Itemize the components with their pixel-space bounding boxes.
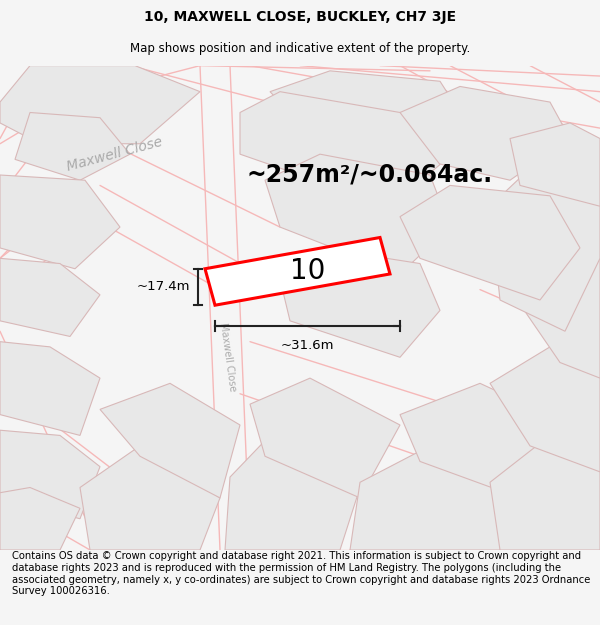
Polygon shape: [270, 71, 460, 154]
Polygon shape: [490, 347, 600, 472]
Text: ~257m²/~0.064ac.: ~257m²/~0.064ac.: [247, 163, 493, 187]
Text: 10: 10: [290, 258, 325, 286]
Polygon shape: [400, 86, 570, 180]
Text: Map shows position and indicative extent of the property.: Map shows position and indicative extent…: [130, 42, 470, 54]
Polygon shape: [265, 154, 450, 274]
Polygon shape: [0, 342, 100, 436]
Polygon shape: [400, 186, 580, 300]
Text: Maxwell Close: Maxwell Close: [218, 322, 238, 392]
Polygon shape: [0, 488, 80, 550]
Polygon shape: [400, 383, 570, 498]
Text: Maxwell Close: Maxwell Close: [65, 134, 164, 174]
Polygon shape: [0, 175, 120, 269]
Polygon shape: [240, 92, 440, 206]
Text: Contains OS data © Crown copyright and database right 2021. This information is : Contains OS data © Crown copyright and d…: [12, 551, 590, 596]
Polygon shape: [280, 248, 440, 357]
Polygon shape: [80, 446, 220, 550]
Polygon shape: [205, 238, 390, 305]
Text: ~31.6m: ~31.6m: [281, 339, 334, 351]
Text: 10, MAXWELL CLOSE, BUCKLEY, CH7 3JE: 10, MAXWELL CLOSE, BUCKLEY, CH7 3JE: [144, 10, 456, 24]
Polygon shape: [510, 242, 600, 378]
Polygon shape: [100, 383, 240, 498]
Polygon shape: [250, 378, 400, 498]
Polygon shape: [0, 258, 100, 336]
Polygon shape: [490, 154, 600, 331]
Polygon shape: [510, 123, 600, 206]
Polygon shape: [15, 112, 130, 180]
Polygon shape: [490, 436, 600, 550]
Text: ~17.4m: ~17.4m: [137, 281, 190, 294]
Polygon shape: [0, 66, 200, 144]
Polygon shape: [0, 430, 100, 519]
Polygon shape: [225, 436, 360, 550]
Polygon shape: [350, 446, 520, 550]
